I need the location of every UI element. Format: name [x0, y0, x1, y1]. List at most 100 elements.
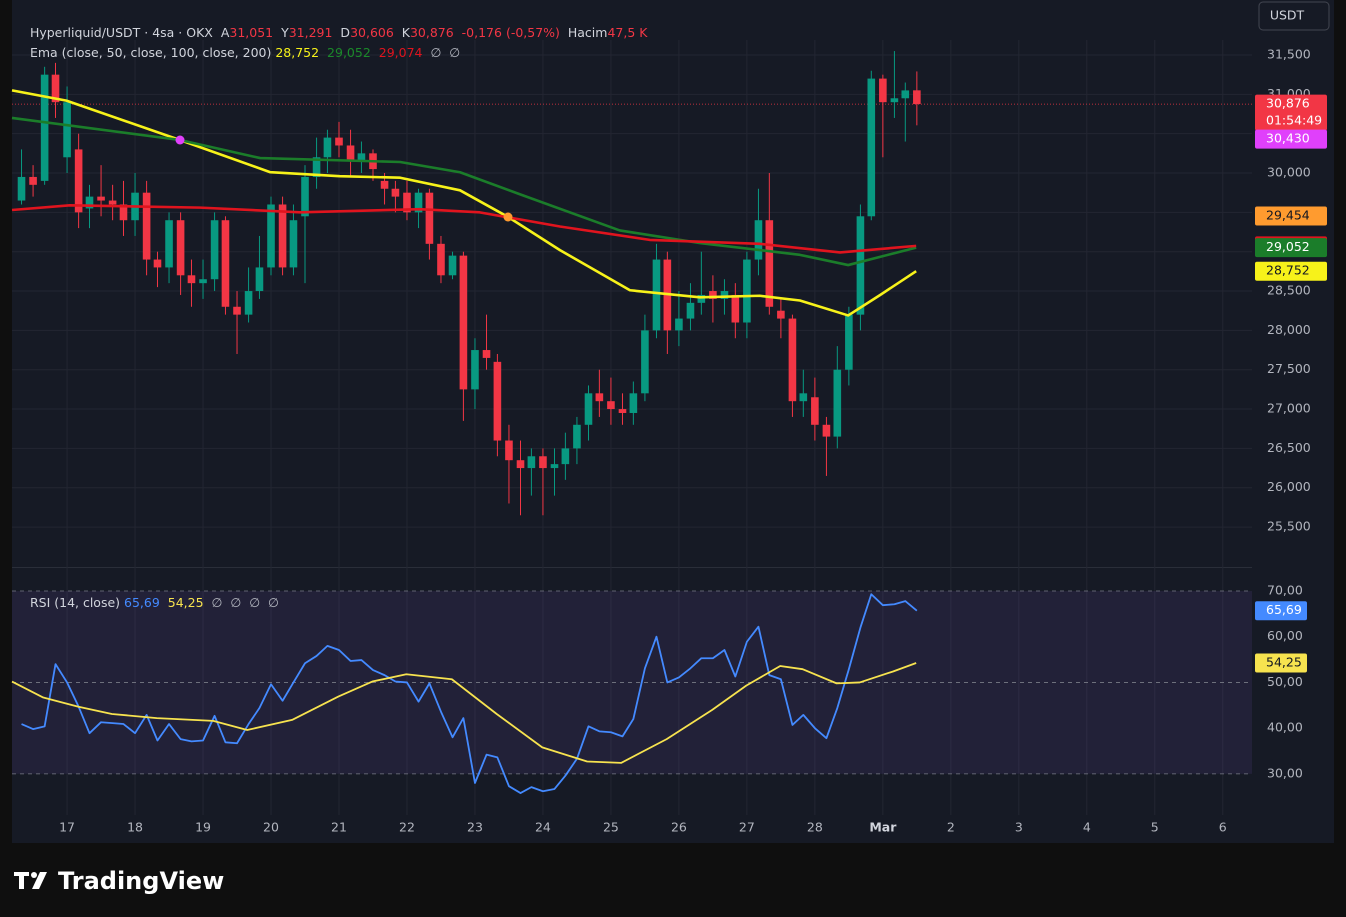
candle-body: [913, 90, 921, 105]
cross-marker: [503, 212, 513, 222]
y-tick-label: 26,000: [1267, 479, 1311, 494]
candle-body: [788, 318, 797, 402]
candle-body: [516, 460, 525, 469]
candle-body: [607, 401, 615, 410]
x-tick-label: Mar: [869, 820, 897, 835]
x-tick-label: 18: [127, 820, 143, 835]
candle-body: [743, 259, 751, 323]
line: [11, 203, 917, 254]
rsi-value: 54,25: [167, 595, 204, 610]
candle-body: [278, 204, 287, 268]
line: [21, 593, 918, 794]
candle-body: [584, 393, 593, 425]
y-tick-label: 30,000: [1267, 165, 1311, 180]
currency-button[interactable]: [1258, 1, 1330, 31]
volume: 47,5 K: [607, 25, 648, 40]
candle-body: [493, 361, 502, 441]
candle-body: [187, 275, 196, 284]
candle-body: [85, 196, 94, 209]
candle-body: [811, 397, 819, 425]
y-tick-label: 31,500: [1267, 46, 1311, 61]
candle-body: [29, 176, 37, 185]
line: [11, 662, 917, 764]
candle-body: [63, 102, 71, 158]
x-tick-label: 6: [1219, 820, 1227, 835]
line: [11, 116, 917, 267]
x-tick-label: 28: [807, 820, 823, 835]
x-tick-label: 27: [739, 820, 755, 835]
candle-body: [403, 192, 411, 213]
y-tick-label: 27,000: [1267, 401, 1311, 416]
symbol: Hyperliquid/USDT · 4sa · OKX: [29, 25, 213, 40]
candle-body: [210, 220, 219, 280]
candle-body: [119, 204, 128, 221]
candle-body: [697, 294, 706, 303]
ohlc-key: K: [401, 25, 410, 40]
x-tick-label: 23: [467, 820, 483, 835]
ohlc-key: A: [220, 25, 230, 40]
x-tick-label: 19: [195, 820, 211, 835]
candle-body: [686, 302, 695, 319]
x-tick-label: 4: [1083, 820, 1091, 835]
candle-body: [550, 464, 559, 469]
x-tick-label: 25: [603, 820, 619, 835]
candle-body: [17, 176, 26, 201]
candle-body: [414, 192, 423, 213]
candle-body: [244, 291, 253, 315]
candle-body: [765, 220, 774, 307]
candle-body: [629, 393, 638, 413]
value-badge: [1255, 601, 1307, 621]
candle-body: [176, 220, 185, 276]
y-tick-label: 40,00: [1267, 720, 1303, 735]
ema-legend: Ema (close, 50, close, 100, close, 200) …: [22, 23, 460, 63]
candle-body: [221, 220, 230, 307]
rsi-legend: RSI (14, close) 65,69 54,25 ∅ ∅ ∅ ∅: [22, 573, 279, 613]
candle-body: [74, 149, 83, 213]
y-tick-label: 28,000: [1267, 322, 1311, 337]
candle-body: [822, 424, 831, 437]
countdown: 01:54:49: [1266, 113, 1322, 128]
candle-body: [641, 330, 649, 394]
candle-body: [233, 306, 241, 315]
candle-body: [618, 409, 627, 413]
currency[interactable]: USDT: [1270, 8, 1305, 23]
candle-body: [380, 180, 389, 189]
volume-key: Hacim: [567, 25, 608, 40]
candle-body: [165, 220, 173, 268]
candle-body: [448, 255, 457, 276]
candle-body: [357, 153, 366, 162]
candle-body: [675, 318, 683, 331]
x-tick-label: 26: [671, 820, 687, 835]
candle-body: [527, 456, 536, 469]
candle-body: [40, 74, 49, 181]
price-badge: [1255, 94, 1327, 131]
ohlc-key: D: [340, 25, 351, 40]
candle-body: [890, 98, 899, 103]
y-tick-label: 27,500: [1267, 361, 1311, 376]
candle-body: [754, 220, 763, 260]
candle-body: [856, 216, 865, 315]
x-tick-label: 5: [1151, 820, 1159, 835]
candle-body: [312, 157, 321, 177]
candle-body: [459, 255, 468, 390]
ohlc-value: 30,606: [350, 25, 394, 40]
candle-body: [879, 78, 887, 103]
ohlc: A31,051 Y31,291 D30,606 K30,876: [221, 25, 462, 40]
candle-body: [561, 448, 570, 465]
candle-body: [346, 145, 355, 162]
candle-body: [833, 369, 842, 437]
price-badge-label: 29,052: [1266, 239, 1310, 254]
ohlc-value: 30,876: [409, 25, 454, 40]
candle-body: [573, 424, 581, 449]
cross-marker: [175, 135, 185, 145]
candle-body: [595, 393, 604, 402]
brand: TradingView: [58, 867, 224, 895]
price-badge-label: 30,876: [1266, 96, 1310, 111]
ohlc-value: 31,051: [229, 25, 274, 40]
candle-body: [720, 291, 729, 299]
value-badge-label: 54,25: [1266, 655, 1302, 670]
candle-body: [108, 200, 117, 205]
value-badge-label: 65,69: [1266, 602, 1302, 617]
y-tick-label: 25,500: [1267, 519, 1311, 534]
y-tick-label: 28,500: [1267, 283, 1311, 298]
